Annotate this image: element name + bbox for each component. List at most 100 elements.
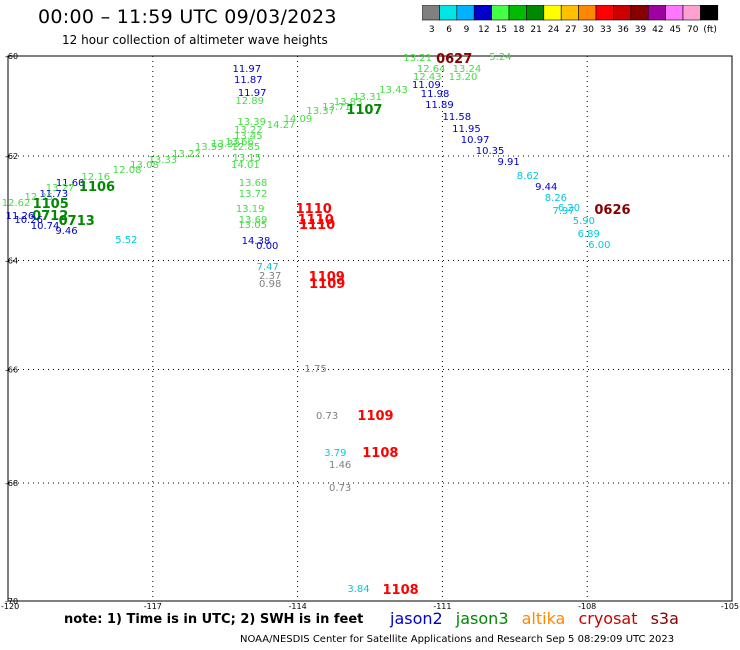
wave-height-label: 13.45 bbox=[233, 130, 263, 142]
longitude-tick-label: -111 bbox=[433, 602, 451, 610]
pass-time-label: 1110 bbox=[299, 218, 336, 234]
wave-height-label: 0.73 bbox=[316, 411, 339, 423]
wave-height-label: 11.87 bbox=[233, 75, 263, 87]
colorbar-label: 24 bbox=[548, 25, 560, 35]
wave-height-label: 0.73 bbox=[329, 482, 352, 494]
longitude-tick-label: -108 bbox=[578, 602, 596, 610]
wave-height-label: 7.97 bbox=[552, 206, 575, 218]
wave-height-label: 13.37 bbox=[306, 105, 335, 117]
wave-height-label: 10.26 bbox=[14, 215, 43, 227]
longitude-tick-label: -114 bbox=[289, 602, 307, 610]
wave-height-label: 6.89 bbox=[577, 228, 600, 240]
wave-height-label: 14.09 bbox=[283, 114, 313, 125]
wave-height-label: 11.09 bbox=[412, 79, 441, 91]
wave-height-label: 13.24 bbox=[452, 64, 482, 76]
wave-height-label: 12.43 bbox=[413, 72, 442, 84]
wave-height-label: 6.00 bbox=[588, 240, 611, 252]
wave-height-label: 13.69 bbox=[238, 215, 268, 227]
altimeter-map: -60 -62 -64 -66 -68 -70-120 -117 -114 -111 -108 -1… bbox=[1, 52, 739, 610]
wave-height-label: 14.01 bbox=[231, 160, 260, 172]
wave-height-label: 7.47 bbox=[256, 261, 279, 273]
pass-time-label: 1107 bbox=[346, 103, 383, 119]
wave-height-label: 13.33 bbox=[148, 154, 178, 166]
wave-height-label: 11.73 bbox=[39, 189, 69, 201]
latitude-tick-label: -68 bbox=[5, 479, 18, 488]
wave-height-label: 5.52 bbox=[115, 235, 138, 247]
pass-time-label: 1109 bbox=[309, 276, 346, 292]
pass-time-label: 1108 bbox=[382, 582, 419, 598]
wave-height-label: 6.20 bbox=[557, 203, 581, 215]
latitude-tick-label: -66 bbox=[5, 366, 18, 375]
wave-height-label: 9.91 bbox=[497, 157, 520, 169]
mission-altika: altika bbox=[521, 609, 566, 628]
wave-height-label: 11.98 bbox=[420, 89, 450, 101]
colorbar-label: 70 bbox=[687, 25, 699, 35]
latitude-tick-label: -62 bbox=[5, 152, 18, 161]
wave-height-label: 13.71 bbox=[322, 101, 351, 113]
wave-height-label: 12.85 bbox=[231, 141, 261, 153]
colorbar-label: 6 bbox=[446, 25, 452, 35]
colorbar-swatch bbox=[700, 5, 719, 21]
wave-height-label: 13.59 bbox=[194, 142, 224, 154]
wave-height-label: 11.95 bbox=[452, 123, 481, 135]
colorbar-label: 36 bbox=[617, 25, 629, 35]
wave-height-label: 13.19 bbox=[235, 204, 265, 216]
wave-height-label: 14.27 bbox=[266, 119, 296, 131]
wave-height-colorbar: 3 6 9 12 15 18 21 24 27 30 33 36 39 42 45 70 (ft) bbox=[422, 5, 719, 35]
mission-s3a: s3a bbox=[650, 609, 679, 628]
wave-height-label: 10.74 bbox=[30, 221, 60, 233]
wave-height-label: 5.90 bbox=[572, 216, 596, 228]
longitude-tick-label: -120 bbox=[1, 602, 19, 610]
wave-height-label: 12.62 bbox=[1, 197, 31, 209]
wave-height-label: 13.21 bbox=[403, 53, 432, 65]
map-subtitle: 12 hour collection of altimeter wave hei… bbox=[62, 33, 328, 47]
map-frame bbox=[7, 55, 733, 602]
colorbar-label: 39 bbox=[635, 25, 647, 35]
wave-height-label: 13.22 bbox=[172, 149, 201, 161]
wave-height-label: 13.72 bbox=[238, 188, 268, 200]
pass-time-label: 0627 bbox=[436, 51, 473, 67]
wave-height-label: 2.37 bbox=[259, 271, 282, 283]
colorbar-label: 33 bbox=[600, 25, 611, 35]
pass-time-label: 0713 bbox=[58, 213, 95, 229]
pass-time-label: 0626 bbox=[594, 203, 631, 219]
wave-height-label: 5.24 bbox=[489, 51, 512, 63]
wave-height-label: 11.58 bbox=[442, 112, 472, 123]
wave-height-label: 13.08 bbox=[130, 160, 159, 172]
pass-time-label: 1110 bbox=[297, 213, 334, 229]
colorbar-label: 15 bbox=[496, 25, 507, 35]
mission-legend: jason2 jason3 altika cryosat s3a bbox=[390, 609, 687, 628]
mission-jason3: jason3 bbox=[455, 609, 509, 628]
wave-height-label: 9.46 bbox=[55, 225, 78, 237]
colorbar-label: 30 bbox=[583, 25, 595, 35]
wave-height-label: 12.35 bbox=[24, 191, 54, 203]
wave-height-label: 3.79 bbox=[324, 448, 347, 460]
longitude-tick-label: -117 bbox=[144, 602, 162, 610]
wave-height-label: 13.31 bbox=[353, 91, 382, 103]
wave-height-label: 13.66 bbox=[225, 137, 254, 149]
wave-height-label: 3.84 bbox=[347, 584, 370, 596]
wave-height-label: 11.60 bbox=[55, 177, 85, 189]
wave-height-label: 10.35 bbox=[475, 146, 505, 158]
wave-height-label: 12.08 bbox=[112, 165, 142, 177]
wave-height-label: 12.16 bbox=[81, 172, 111, 184]
wave-height-label: 0.98 bbox=[259, 278, 282, 290]
wave-height-label: 11.89 bbox=[425, 100, 454, 112]
wave-height-label: 1.46 bbox=[329, 459, 352, 471]
wave-height-label: 13.15 bbox=[232, 153, 262, 165]
longitude-tick-label: -105 bbox=[721, 602, 739, 610]
wave-height-label: 1.75 bbox=[304, 363, 327, 375]
latitude-tick-label: -60 bbox=[5, 52, 18, 61]
pass-time-label: 0712 bbox=[32, 209, 69, 225]
pass-time-label: 1109 bbox=[308, 270, 345, 286]
wave-height-label: 13.05 bbox=[238, 220, 267, 232]
pass-time-label: 1109 bbox=[357, 409, 394, 425]
wave-height-label: 11.97 bbox=[232, 64, 262, 76]
credit-footer: NOAA/NESDIS Center for Satellite Applica… bbox=[240, 634, 675, 645]
wave-height-label: 12.89 bbox=[235, 95, 265, 107]
colorbar-label: 12 bbox=[478, 25, 489, 35]
colorbar-label: 21 bbox=[530, 25, 541, 35]
wave-height-label: 13.68 bbox=[238, 177, 268, 189]
latitude-tick-label: -70 bbox=[5, 597, 18, 606]
pass-time-label: 1105 bbox=[32, 197, 69, 213]
